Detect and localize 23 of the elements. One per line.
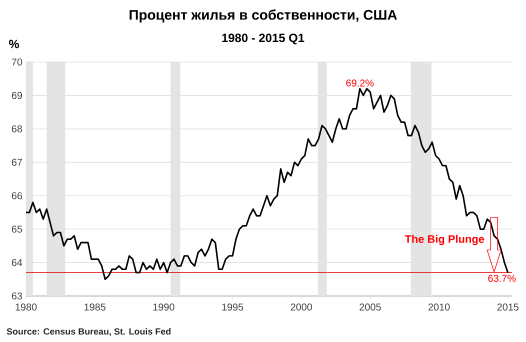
chart-title: Процент жилья в собственности, США [130,9,397,23]
y-tick-label: 68 [12,125,22,132]
x-tick-label: 1985 [84,304,106,311]
x-tick-label: 2015 [497,304,519,311]
chart-subtitle: 1980 - 2015 Q1 [222,34,304,44]
y-tick-label: 70 [12,58,22,66]
x-tick-label: 1990 [153,304,174,311]
annotation: 69.2% [346,80,374,87]
y-tick-label: 69 [12,92,22,99]
x-tick-label: 1980 [16,304,37,311]
y-tick-label: 65 [12,226,22,233]
source-note: Source: Census Bureau, St. Louis Fed [6,328,171,336]
y-axis-title: % [8,40,20,48]
annotation: The Big Plunge [404,234,484,246]
y-tick-label: 66 [12,192,22,200]
x-tick-label: 1995 [222,304,244,311]
y-tick-label: 63 [12,292,22,300]
annotation: 63.7% [488,274,516,282]
x-tick-label: 2005 [360,304,381,311]
y-tick-label: 67 [12,158,22,166]
x-tick-label: 2000 [290,304,312,311]
x-tick-label: 2010 [428,304,450,311]
y-tick-label: 64 [12,259,22,266]
